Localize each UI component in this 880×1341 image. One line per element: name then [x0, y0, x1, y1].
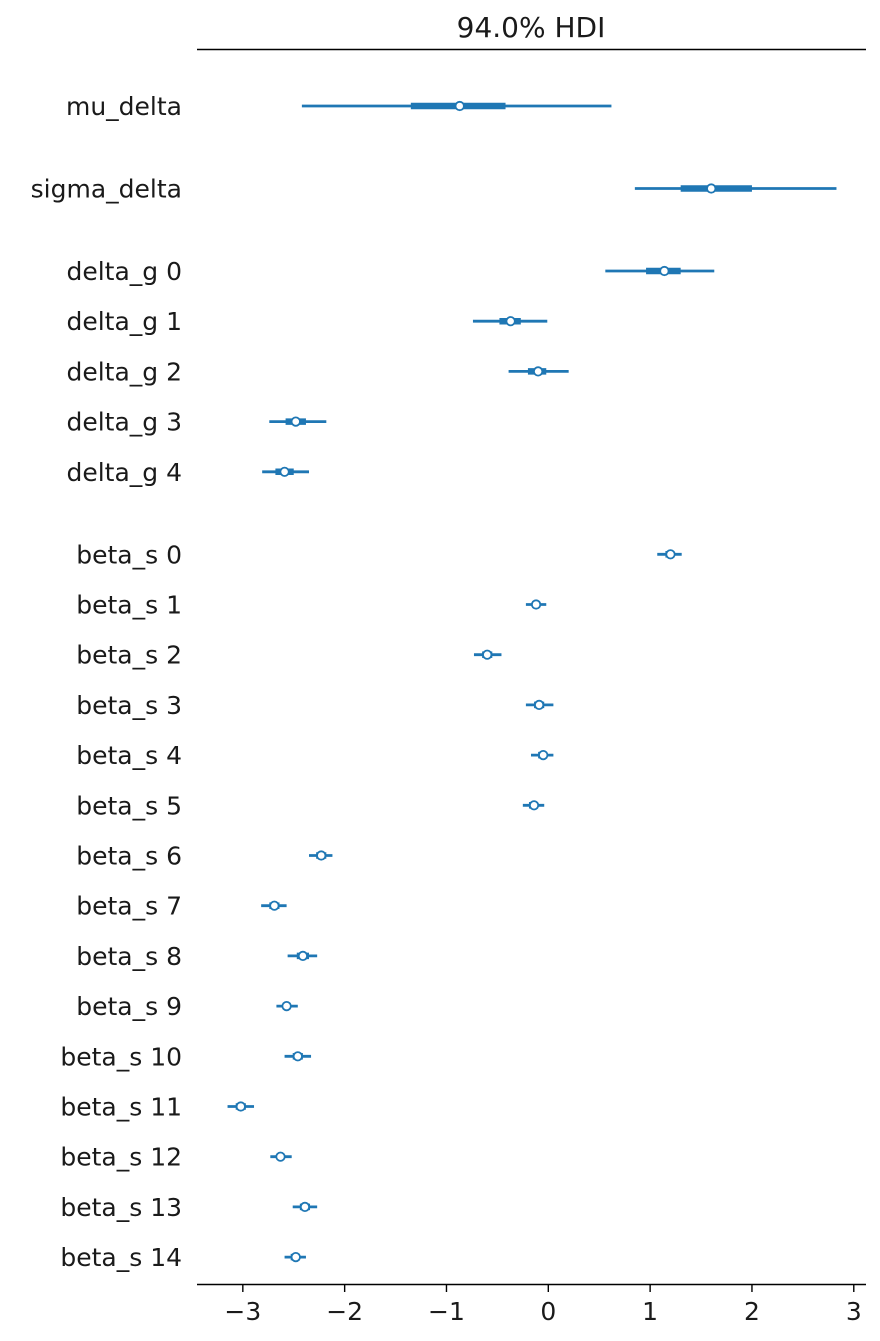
param-label: beta_s 13 [60, 1193, 182, 1222]
median-point [290, 416, 301, 427]
param-row: beta_s 13 [60, 1193, 318, 1222]
param-row: beta_s 6 [76, 842, 333, 871]
param-label: mu_delta [66, 92, 182, 121]
param-row: delta_g 4 [66, 458, 310, 487]
median-point [659, 265, 670, 277]
median-point [235, 1101, 246, 1112]
median-point [316, 850, 327, 861]
median-point [290, 1252, 301, 1263]
x-tick-label: 3 [846, 1297, 862, 1326]
median-point [538, 749, 549, 761]
median-point [530, 599, 542, 610]
chart-title: 94.0% HDI [457, 11, 606, 44]
param-row: beta_s 7 [76, 892, 287, 921]
median-point [275, 1151, 286, 1162]
param-label: beta_s 12 [60, 1143, 182, 1172]
x-tick-label: 0 [540, 1297, 556, 1326]
param-label: beta_s 7 [76, 892, 182, 921]
param-label: beta_s 1 [76, 591, 182, 620]
median-point [505, 316, 516, 327]
param-row: delta_g 1 [66, 307, 548, 336]
median-point [534, 699, 545, 711]
param-label: beta_s 6 [76, 842, 182, 871]
param-row: delta_g 0 [66, 257, 715, 286]
param-label: beta_s 10 [60, 1042, 182, 1071]
param-row: beta_s 5 [76, 791, 545, 820]
param-label: beta_s 8 [76, 942, 182, 971]
param-row: beta_s 9 [76, 992, 298, 1021]
x-tick-label: −2 [326, 1297, 363, 1326]
param-row: mu_delta [66, 92, 612, 121]
x-tick-label: 2 [744, 1297, 760, 1326]
param-label: beta_s 4 [76, 741, 182, 770]
param-label: beta_s 3 [76, 691, 182, 720]
param-label: beta_s 2 [76, 641, 182, 670]
param-label: beta_s 14 [60, 1243, 182, 1272]
param-row: beta_s 12 [60, 1143, 292, 1172]
param-row: beta_s 0 [76, 540, 682, 569]
param-label: delta_g 2 [66, 357, 182, 386]
median-point [528, 800, 540, 811]
param-label: delta_g 0 [66, 257, 182, 286]
param-row: delta_g 3 [66, 408, 327, 437]
x-axis-ticks: −3 −2 −1 0 1 2 3 [224, 1284, 862, 1326]
median-point [269, 900, 280, 911]
param-label: beta_s 11 [60, 1093, 182, 1122]
param-label: delta_g 4 [66, 458, 182, 487]
param-label: beta_s 5 [76, 791, 182, 820]
median-point [281, 1000, 292, 1012]
median-point [533, 366, 544, 377]
x-tick-label: −3 [224, 1297, 261, 1326]
param-row: beta_s 1 [76, 591, 547, 620]
x-tick-label: 1 [642, 1297, 658, 1326]
median-point [279, 466, 290, 477]
param-label: sigma_delta [31, 175, 182, 204]
param-row: beta_s 8 [76, 942, 318, 971]
rows-layer: mu_delta sigma_delta delta_g 0 delta_g 1 del… [31, 92, 837, 1272]
median-point [482, 649, 493, 660]
param-row: beta_s 14 [60, 1243, 306, 1272]
median-point [297, 950, 308, 962]
median-point [665, 549, 676, 560]
x-tick-label: −1 [428, 1297, 465, 1326]
param-label: beta_s 0 [76, 540, 182, 569]
param-row: beta_s 10 [60, 1042, 312, 1071]
median-point [292, 1051, 303, 1062]
param-row: delta_g 2 [66, 357, 569, 386]
median-point [299, 1201, 311, 1213]
median-point [706, 183, 717, 194]
param-row: sigma_delta [31, 175, 837, 204]
param-row: beta_s 2 [76, 641, 502, 670]
param-label: delta_g 3 [66, 408, 182, 437]
param-row: beta_s 3 [76, 691, 554, 720]
param-row: beta_s 4 [76, 741, 554, 770]
param-label: beta_s 9 [76, 992, 182, 1021]
param-label: delta_g 1 [66, 307, 182, 336]
median-point [454, 100, 465, 112]
param-row: beta_s 11 [60, 1093, 255, 1122]
